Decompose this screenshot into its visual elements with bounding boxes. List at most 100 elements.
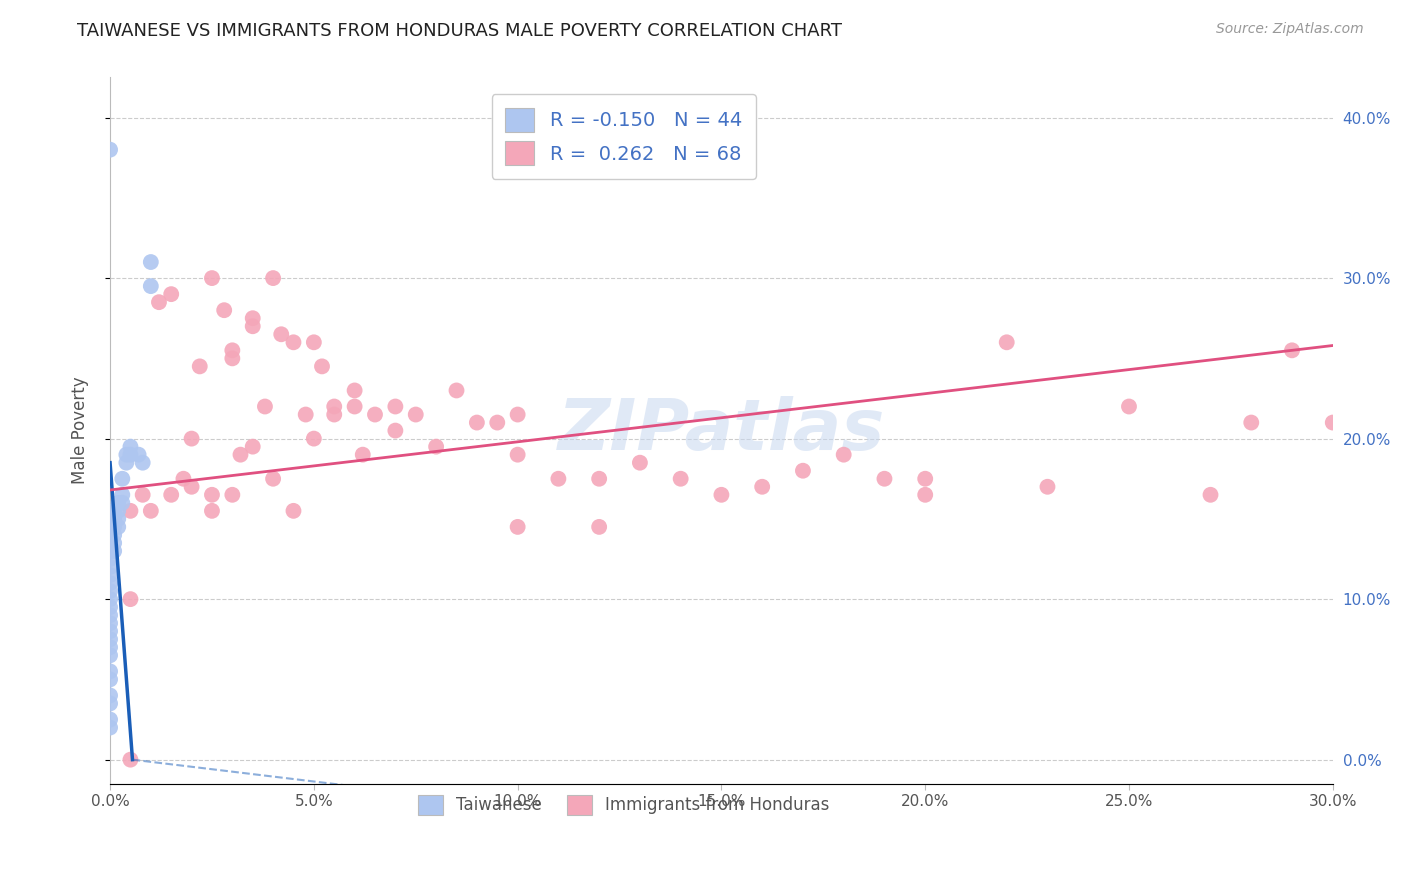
Point bbox=[212, 303, 235, 318]
Point bbox=[98, 632, 121, 647]
Point bbox=[98, 536, 121, 550]
Point bbox=[111, 496, 134, 510]
Point bbox=[139, 279, 162, 293]
Text: ZIPatlas: ZIPatlas bbox=[558, 396, 886, 465]
Point bbox=[446, 384, 468, 398]
Point bbox=[120, 504, 142, 518]
Point bbox=[103, 544, 125, 558]
Point bbox=[120, 753, 142, 767]
Point bbox=[506, 520, 529, 534]
Point bbox=[98, 624, 121, 639]
Point bbox=[242, 440, 264, 454]
Point bbox=[1240, 416, 1263, 430]
Point bbox=[262, 472, 284, 486]
Point bbox=[1118, 400, 1140, 414]
Point bbox=[506, 408, 529, 422]
Point bbox=[465, 416, 488, 430]
Point bbox=[242, 311, 264, 326]
Point bbox=[139, 504, 162, 518]
Point bbox=[172, 472, 194, 486]
Point bbox=[751, 480, 773, 494]
Point bbox=[103, 512, 125, 526]
Point bbox=[107, 504, 129, 518]
Point bbox=[98, 697, 121, 711]
Point bbox=[201, 504, 224, 518]
Point bbox=[914, 488, 936, 502]
Point bbox=[98, 576, 121, 591]
Point bbox=[107, 512, 129, 526]
Y-axis label: Male Poverty: Male Poverty bbox=[72, 376, 89, 484]
Point bbox=[995, 335, 1018, 350]
Point bbox=[486, 416, 509, 430]
Point bbox=[111, 472, 134, 486]
Point bbox=[139, 255, 162, 269]
Point bbox=[311, 359, 333, 374]
Point bbox=[425, 440, 447, 454]
Point bbox=[229, 448, 252, 462]
Point bbox=[628, 456, 651, 470]
Point bbox=[323, 408, 346, 422]
Point bbox=[107, 520, 129, 534]
Point bbox=[98, 648, 121, 663]
Point bbox=[98, 673, 121, 687]
Point bbox=[323, 400, 346, 414]
Point bbox=[201, 488, 224, 502]
Point bbox=[98, 721, 121, 735]
Point bbox=[98, 584, 121, 599]
Point bbox=[128, 448, 150, 462]
Point bbox=[270, 327, 292, 342]
Point bbox=[107, 496, 129, 510]
Point bbox=[188, 359, 211, 374]
Point bbox=[792, 464, 814, 478]
Point bbox=[120, 448, 142, 462]
Point bbox=[98, 560, 121, 574]
Point bbox=[1322, 416, 1344, 430]
Text: TAIWANESE VS IMMIGRANTS FROM HONDURAS MALE POVERTY CORRELATION CHART: TAIWANESE VS IMMIGRANTS FROM HONDURAS MA… bbox=[77, 22, 842, 40]
Point bbox=[253, 400, 276, 414]
Point bbox=[832, 448, 855, 462]
Point bbox=[98, 592, 121, 607]
Point bbox=[120, 592, 142, 607]
Point bbox=[242, 319, 264, 334]
Point bbox=[103, 536, 125, 550]
Point bbox=[180, 432, 202, 446]
Point bbox=[352, 448, 374, 462]
Point bbox=[98, 713, 121, 727]
Point bbox=[262, 271, 284, 285]
Point bbox=[98, 528, 121, 542]
Point bbox=[98, 552, 121, 566]
Text: Source: ZipAtlas.com: Source: ZipAtlas.com bbox=[1216, 22, 1364, 37]
Point bbox=[710, 488, 733, 502]
Point bbox=[221, 343, 243, 358]
Point bbox=[405, 408, 427, 422]
Point bbox=[98, 689, 121, 703]
Point bbox=[384, 424, 406, 438]
Point bbox=[221, 351, 243, 366]
Point bbox=[98, 616, 121, 631]
Point bbox=[283, 504, 305, 518]
Point bbox=[343, 384, 366, 398]
Point bbox=[160, 287, 183, 301]
Point bbox=[180, 480, 202, 494]
Point bbox=[1036, 480, 1059, 494]
Point bbox=[131, 488, 153, 502]
Point bbox=[103, 504, 125, 518]
Point bbox=[221, 488, 243, 502]
Point bbox=[343, 400, 366, 414]
Point bbox=[98, 568, 121, 582]
Point bbox=[98, 600, 121, 615]
Point bbox=[283, 335, 305, 350]
Point bbox=[103, 528, 125, 542]
Point bbox=[111, 488, 134, 502]
Point bbox=[98, 143, 121, 157]
Point bbox=[364, 408, 387, 422]
Point bbox=[98, 608, 121, 623]
Point bbox=[1199, 488, 1222, 502]
Point bbox=[98, 665, 121, 679]
Point bbox=[669, 472, 692, 486]
Point bbox=[294, 408, 316, 422]
Point bbox=[98, 640, 121, 655]
Point bbox=[506, 448, 529, 462]
Point bbox=[120, 440, 142, 454]
Point bbox=[384, 400, 406, 414]
